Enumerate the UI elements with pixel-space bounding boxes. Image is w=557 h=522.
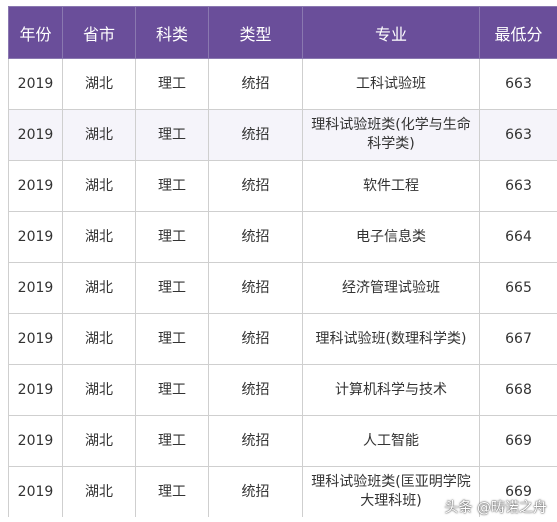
cell-major: 经济管理试验班 xyxy=(302,262,480,314)
cell-subject: 理工 xyxy=(135,262,209,314)
cell-min-score: 663 xyxy=(479,160,557,212)
cell-major: 人工智能 xyxy=(302,415,480,467)
cell-province: 湖北 xyxy=(62,109,136,161)
cell-major: 电子信息类 xyxy=(302,211,480,263)
cell-year: 2019 xyxy=(8,109,63,161)
header-year: 年份 xyxy=(8,6,63,59)
header-major: 专业 xyxy=(302,6,480,59)
cell-subject: 理工 xyxy=(135,109,209,161)
header-type: 类型 xyxy=(208,6,303,59)
cell-major: 工科试验班 xyxy=(302,58,480,110)
cell-year: 2019 xyxy=(8,466,63,517)
cell-min-score: 663 xyxy=(479,109,557,161)
cell-year: 2019 xyxy=(8,160,63,212)
cell-min-score: 665 xyxy=(479,262,557,314)
cell-type: 统招 xyxy=(208,160,303,212)
cell-type: 统招 xyxy=(208,415,303,467)
header-subject: 科类 xyxy=(135,6,209,59)
cell-major: 理科试验班类(匡亚明学院大理科班) xyxy=(302,466,480,517)
cell-subject: 理工 xyxy=(135,364,209,416)
cell-type: 统招 xyxy=(208,466,303,517)
header-province: 省市 xyxy=(62,6,136,59)
table-row: 2019 湖北 理工 统招 理科试验班类(匡亚明学院大理科班) 669 xyxy=(8,466,557,517)
cell-province: 湖北 xyxy=(62,364,136,416)
table-row: 2019 湖北 理工 统招 人工智能 669 xyxy=(8,415,557,467)
admission-scores-table-container: 年份 省市 科类 类型 专业 最低分 2019 湖北 理工 统招 工科试验班 6… xyxy=(8,6,557,517)
cell-subject: 理工 xyxy=(135,58,209,110)
table-row: 2019 湖北 理工 统招 计算机科学与技术 668 xyxy=(8,364,557,416)
cell-subject: 理工 xyxy=(135,313,209,365)
cell-subject: 理工 xyxy=(135,160,209,212)
table-row: 2019 湖北 理工 统招 理科试验班类(化学与生命科学类) 663 xyxy=(8,109,557,161)
cell-type: 统招 xyxy=(208,262,303,314)
cell-min-score: 663 xyxy=(479,58,557,110)
cell-year: 2019 xyxy=(8,262,63,314)
cell-type: 统招 xyxy=(208,58,303,110)
cell-min-score: 668 xyxy=(479,364,557,416)
cell-min-score: 669 xyxy=(479,415,557,467)
table-row: 2019 湖北 理工 统招 经济管理试验班 665 xyxy=(8,262,557,314)
cell-type: 统招 xyxy=(208,313,303,365)
cell-min-score: 667 xyxy=(479,313,557,365)
cell-province: 湖北 xyxy=(62,160,136,212)
watermark: 头条 @畴诺之舟 xyxy=(444,500,547,516)
cell-province: 湖北 xyxy=(62,58,136,110)
cell-subject: 理工 xyxy=(135,466,209,517)
cell-major: 软件工程 xyxy=(302,160,480,212)
cell-type: 统招 xyxy=(208,364,303,416)
cell-type: 统招 xyxy=(208,211,303,263)
cell-major: 理科试验班(数理科学类) xyxy=(302,313,480,365)
cell-province: 湖北 xyxy=(62,313,136,365)
cell-year: 2019 xyxy=(8,364,63,416)
table-row: 2019 湖北 理工 统招 电子信息类 664 xyxy=(8,211,557,263)
cell-major: 理科试验班类(化学与生命科学类) xyxy=(302,109,480,161)
cell-province: 湖北 xyxy=(62,211,136,263)
cell-year: 2019 xyxy=(8,58,63,110)
admission-scores-table: 年份 省市 科类 类型 专业 最低分 2019 湖北 理工 统招 工科试验班 6… xyxy=(8,6,557,517)
header-min-score: 最低分 xyxy=(479,6,557,59)
cell-year: 2019 xyxy=(8,211,63,263)
cell-province: 湖北 xyxy=(62,262,136,314)
cell-min-score: 664 xyxy=(479,211,557,263)
table-row: 2019 湖北 理工 统招 软件工程 663 xyxy=(8,160,557,212)
table-header-row: 年份 省市 科类 类型 专业 最低分 xyxy=(8,6,557,59)
cell-subject: 理工 xyxy=(135,211,209,263)
cell-major: 计算机科学与技术 xyxy=(302,364,480,416)
cell-year: 2019 xyxy=(8,415,63,467)
cell-subject: 理工 xyxy=(135,415,209,467)
cell-province: 湖北 xyxy=(62,466,136,517)
cell-year: 2019 xyxy=(8,313,63,365)
table-row: 2019 湖北 理工 统招 工科试验班 663 xyxy=(8,58,557,110)
cell-type: 统招 xyxy=(208,109,303,161)
table-row: 2019 湖北 理工 统招 理科试验班(数理科学类) 667 xyxy=(8,313,557,365)
cell-province: 湖北 xyxy=(62,415,136,467)
